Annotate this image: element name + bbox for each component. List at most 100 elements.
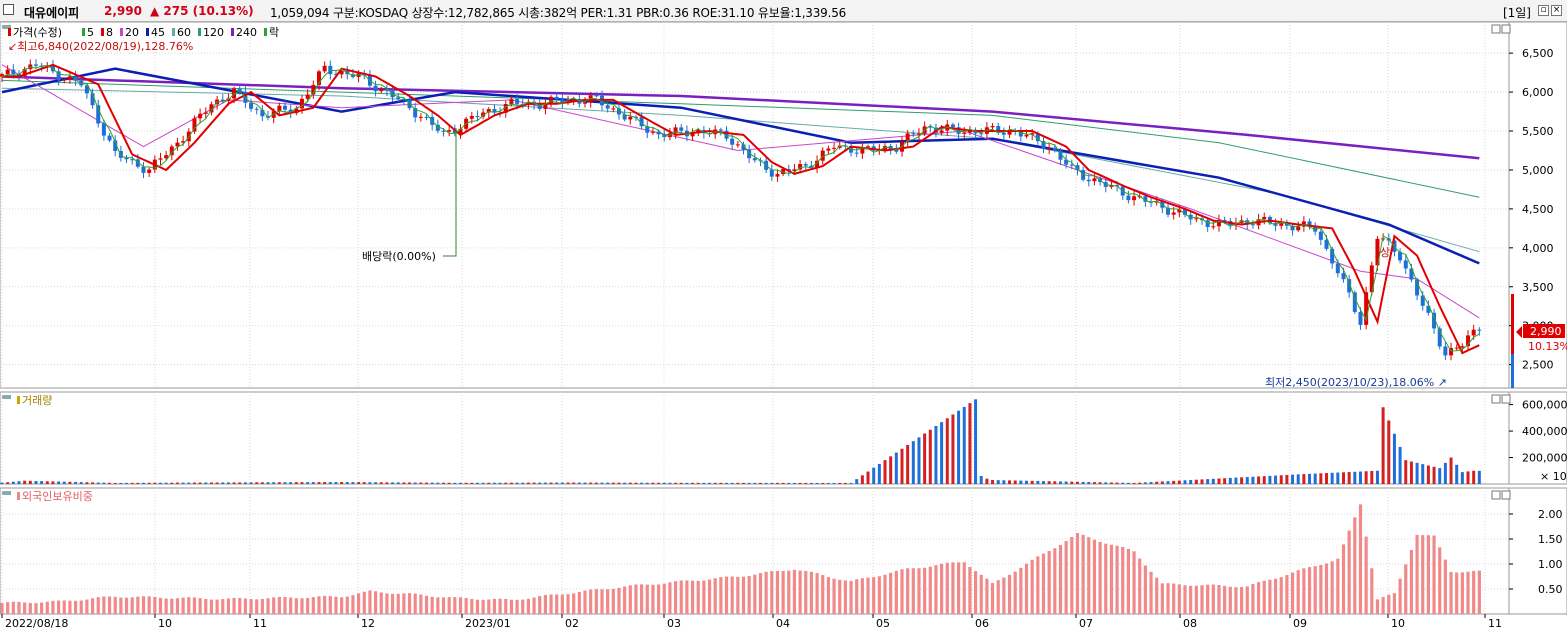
foreign-bar xyxy=(787,570,791,614)
volume-bar xyxy=(985,478,989,484)
candle-body xyxy=(260,109,265,117)
candle-body xyxy=(396,97,401,99)
foreign-bar xyxy=(1013,571,1017,614)
volume-bar xyxy=(1262,476,1266,484)
foreign-bar xyxy=(243,598,247,614)
candle-body xyxy=(169,146,174,156)
volume-bar xyxy=(1064,481,1068,484)
foreign-bar xyxy=(209,599,214,614)
volume-label: 거래량 xyxy=(22,394,52,407)
period-selector[interactable]: [1일] xyxy=(1502,6,1531,20)
candle-body xyxy=(203,112,208,114)
candle-body xyxy=(1477,329,1482,331)
volume-bar xyxy=(560,482,564,484)
volume-bar xyxy=(1138,482,1142,484)
volume-bar xyxy=(1426,465,1430,484)
y-tick-label: 2,500 xyxy=(1522,359,1554,372)
candle-body xyxy=(1222,219,1227,222)
volume-unit: × 10 xyxy=(1540,470,1567,483)
volume-bar xyxy=(1104,482,1108,484)
foreign-bar xyxy=(1398,578,1402,614)
x-tick-label: 09 xyxy=(1293,617,1307,630)
volume-bar xyxy=(826,482,830,484)
foreign-bar xyxy=(328,596,332,614)
panel-handle-icon-3 xyxy=(2,491,11,495)
panel-minimize-icon-1[interactable] xyxy=(1491,24,1501,34)
candle-body xyxy=(1211,226,1216,228)
foreign-bar xyxy=(1211,584,1215,614)
close-icon[interactable]: × xyxy=(1551,5,1562,16)
foreign-bar xyxy=(928,566,932,614)
foreign-bar xyxy=(340,597,344,614)
volume-bar xyxy=(147,482,151,484)
candle-body xyxy=(79,80,84,86)
volume-bar xyxy=(696,482,700,484)
candle-body xyxy=(1381,238,1386,240)
candle-body xyxy=(175,142,180,147)
candle-body xyxy=(1024,134,1029,137)
foreign-bar xyxy=(283,597,287,614)
candle-body xyxy=(605,105,610,109)
select-checkbox[interactable] xyxy=(3,4,14,15)
volume-bar xyxy=(543,482,547,484)
foreign-bar xyxy=(645,584,649,614)
volume-bar xyxy=(640,482,644,484)
volume-bar xyxy=(509,482,513,484)
volume-bar xyxy=(1319,473,1323,484)
foreign-bar xyxy=(1087,537,1091,614)
volume-bar xyxy=(1223,478,1227,484)
volume-bar xyxy=(974,399,978,484)
candle-body xyxy=(130,159,135,161)
candle-body xyxy=(752,158,757,161)
volume-bar xyxy=(1313,473,1317,484)
panel-close-icon-3[interactable] xyxy=(1501,490,1511,500)
legend-ma-swatch-5 xyxy=(82,28,85,36)
current-price-tag xyxy=(1523,324,1565,338)
volume-bar xyxy=(1143,482,1147,484)
volume-bar xyxy=(136,482,140,484)
foreign-bar xyxy=(572,593,576,614)
foreign-bar xyxy=(617,587,621,614)
panel-minimize-icon-3[interactable] xyxy=(1491,490,1501,500)
volume-bar xyxy=(702,482,706,484)
panel-close-icon-2[interactable] xyxy=(1501,394,1511,404)
foreign-bar xyxy=(17,601,21,614)
volume-bar xyxy=(798,482,802,484)
candle-body xyxy=(1018,131,1023,137)
candle-body xyxy=(1449,348,1454,356)
volume-bar xyxy=(345,482,349,484)
foreign-bar xyxy=(1075,533,1080,614)
foreign-bar xyxy=(1143,565,1147,614)
foreign-bar xyxy=(628,585,632,614)
volume-bar xyxy=(425,482,429,484)
candle-body xyxy=(322,65,327,72)
foreign-bar xyxy=(147,596,151,614)
foreign-bar xyxy=(1166,583,1170,614)
volume-bar xyxy=(991,480,995,484)
stock-info: 1,059,094 구분:KOSDAQ 상장수:12,782,865 시총:38… xyxy=(270,6,847,20)
volume-bar xyxy=(181,482,185,484)
panel-minimize-icon-2[interactable] xyxy=(1491,394,1501,404)
volume-bar xyxy=(1155,481,1159,484)
candle-body xyxy=(826,148,831,151)
candle-body xyxy=(62,79,67,81)
foreign-bar xyxy=(747,575,751,614)
candle-body xyxy=(1347,279,1352,293)
foreign-bar xyxy=(79,600,83,614)
restore-icon[interactable]: ▫ xyxy=(1538,5,1549,16)
foreign-bar xyxy=(28,603,32,614)
volume-bar xyxy=(1358,471,1362,484)
foreign-bar xyxy=(1189,585,1193,614)
volume-bar xyxy=(40,481,44,484)
volume-bar xyxy=(1189,479,1193,484)
panel-close-icon-1[interactable] xyxy=(1501,24,1511,34)
candle-body xyxy=(435,124,440,131)
candle-body xyxy=(1420,295,1425,306)
volume-bar xyxy=(1160,481,1164,484)
volume-bar xyxy=(1477,470,1481,484)
volume-bar xyxy=(79,482,83,484)
volume-bar xyxy=(277,482,281,484)
volume-bar xyxy=(475,482,479,484)
volume-bar xyxy=(1013,480,1017,484)
foreign-bar xyxy=(368,590,372,614)
